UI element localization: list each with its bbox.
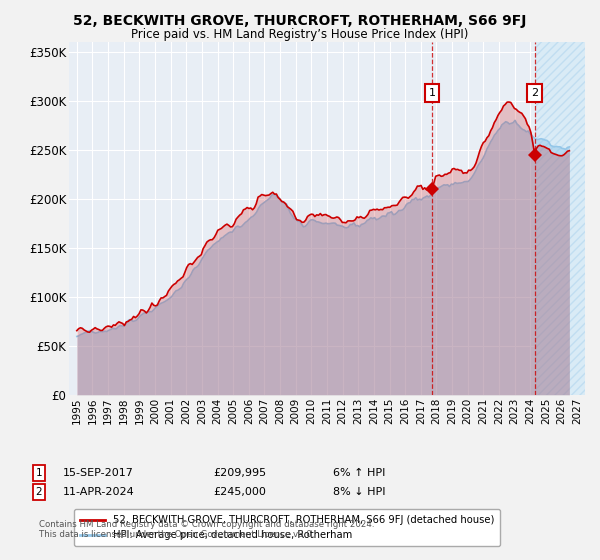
Text: 8% ↓ HPI: 8% ↓ HPI [333, 487, 386, 497]
Text: Contains HM Land Registry data © Crown copyright and database right 2024.
This d: Contains HM Land Registry data © Crown c… [39, 520, 374, 539]
Text: 1: 1 [428, 88, 436, 98]
Text: 11-APR-2024: 11-APR-2024 [63, 487, 135, 497]
Text: 15-SEP-2017: 15-SEP-2017 [63, 468, 134, 478]
Text: Price paid vs. HM Land Registry’s House Price Index (HPI): Price paid vs. HM Land Registry’s House … [131, 28, 469, 41]
Text: 6% ↑ HPI: 6% ↑ HPI [333, 468, 385, 478]
Legend: 52, BECKWITH GROVE, THURCROFT, ROTHERHAM, S66 9FJ (detached house), HPI: Average: 52, BECKWITH GROVE, THURCROFT, ROTHERHAM… [74, 509, 500, 546]
Text: £209,995: £209,995 [213, 468, 266, 478]
Bar [535, 42, 585, 395]
Text: £245,000: £245,000 [213, 487, 266, 497]
Text: 52, BECKWITH GROVE, THURCROFT, ROTHERHAM, S66 9FJ: 52, BECKWITH GROVE, THURCROFT, ROTHERHAM… [73, 14, 527, 28]
Bar [535, 42, 585, 395]
Text: 2: 2 [531, 88, 538, 98]
Text: 1: 1 [35, 468, 43, 478]
Text: 2: 2 [35, 487, 43, 497]
